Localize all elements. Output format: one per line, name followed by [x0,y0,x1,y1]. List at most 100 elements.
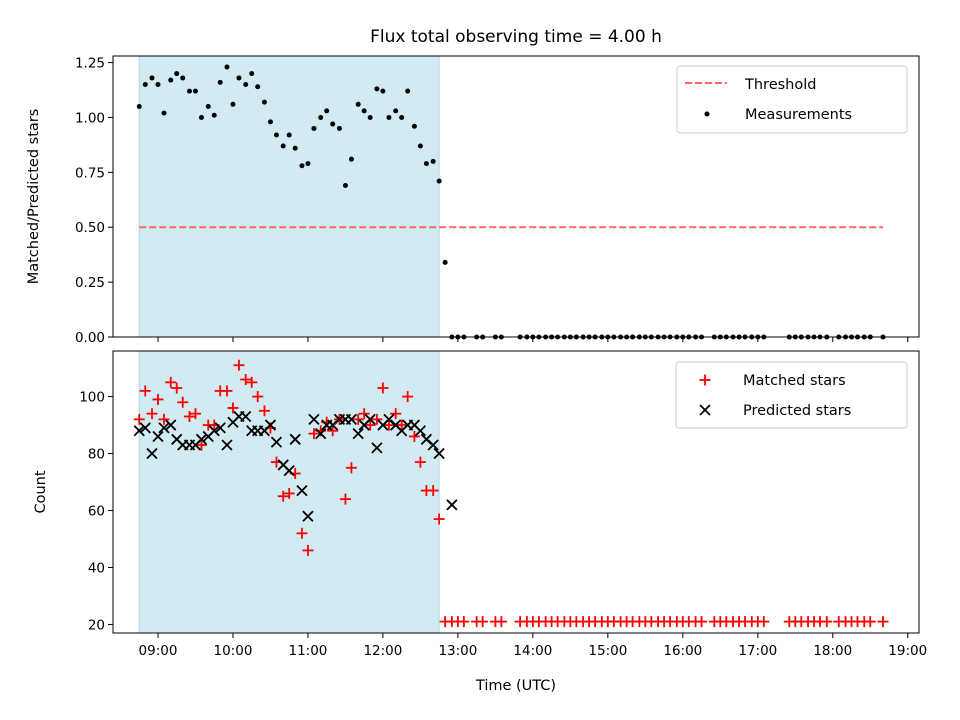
x-tick-label: 11:00 [288,643,327,659]
bottom-x-axis-ticks: 09:00 10:00 11:00 12:00 13:00 14:00 15:00 16:00… [139,633,927,659]
matched-star-point [146,408,158,420]
matched-star-point [877,616,889,628]
y-tick-label: 1.25 [75,56,105,72]
matched-star-point [758,616,770,628]
matched-star-point [240,373,252,385]
measurement-point [399,114,405,120]
measurement-point [361,108,367,114]
measurement-point [299,163,305,169]
measurement-point [423,161,429,167]
matched-star-point [277,490,289,502]
matched-star-point [390,408,402,420]
matched-star-point [477,616,489,628]
matched-star-point [427,485,439,497]
measurement-point [255,84,261,90]
predicted-star-point [195,433,208,445]
predicted-star-point [139,422,151,434]
matched-star-point [139,385,151,397]
top-observing-window-shade [138,55,440,338]
matched-stars-series [133,359,889,628]
x-tick-label: 15:00 [588,643,627,659]
measurement-point [367,114,373,120]
legend-measurements-swatch [704,111,710,117]
matched-star-point [408,430,420,442]
measurement-point [436,178,442,184]
measurement-point [230,101,236,107]
top-y-axis-label: Matched/Predicted stars [26,109,42,285]
matched-star-point [358,408,370,420]
predicted-star-point [364,413,376,426]
measurement-point [286,132,292,138]
matched-star-point [495,616,507,628]
x-tick-label: 12:00 [363,643,402,659]
matched-star-point [864,616,876,628]
x-tick-label: 19:00 [888,643,927,659]
predicted-star-point [214,422,226,434]
legend-measurements-label: Measurements [745,107,852,123]
measurement-point [180,75,186,81]
measurement-point [393,108,399,114]
predicted-star-point [371,442,383,454]
legend-threshold-label: Threshold [744,77,816,93]
measurement-point [273,132,279,138]
predicted-star-point [427,439,439,451]
measurement-point [136,103,142,109]
legend-x-marker [699,404,711,416]
measurement-point [324,108,330,114]
x-tick-label: 13:00 [438,643,477,659]
predicted-star-point [446,499,458,511]
matched-star-point [364,419,376,431]
matched-star-point [396,419,408,431]
y-tick-label: 20 [88,617,105,633]
measurement-point [217,79,223,85]
y-tick-label: 0.25 [75,275,105,291]
matched-star-point [158,413,170,425]
bottom-legend-box [675,361,908,429]
measurement-point [374,86,380,92]
matched-star-point [414,456,426,468]
matched-star-point [189,408,201,420]
predicted-star-point [264,419,277,431]
top-legend: Threshold Measurements [676,65,908,134]
matched-star-point [302,544,314,556]
measurement-point [198,114,204,120]
legend-predicted-label: Predicted stars [743,403,851,419]
matched-star-point [458,616,470,628]
measurement-point [168,77,174,83]
measurement-point [267,119,273,125]
measurement-point [311,125,317,131]
predicted-star-point [240,410,252,423]
y-tick-label: 80 [88,447,105,463]
matched-star-point [195,439,207,451]
predicted-stars-series [133,410,458,522]
measurement-point [155,82,161,88]
matched-star-point [383,419,395,431]
measurement-point [405,88,411,94]
measurement-point [142,82,148,88]
predicted-star-point [152,430,164,443]
measurement-point [261,99,267,105]
y-tick-label: 60 [88,504,105,520]
bottom-axes-frame [112,350,920,634]
matched-star-point [433,513,445,525]
measurement-point [149,75,155,81]
matched-star-point [233,359,245,371]
predicted-star-point [296,484,308,497]
measurement-point [249,71,255,77]
measurement-point [161,110,167,116]
measurement-point [430,158,436,164]
measurement-point [442,259,448,265]
predicted-star-point [146,447,158,460]
measurement-point [192,88,198,94]
measurement-point [336,125,342,131]
predicted-star-point [158,422,170,434]
x-tick-label: 17:00 [738,643,777,659]
matched-star-point [171,382,183,394]
predicted-star-point [133,425,145,437]
top-panel: Flux total observing time = 4.00 h 0.000… [26,27,920,346]
matched-star-point [183,411,195,423]
matched-star-point [227,402,239,414]
x-tick-label: 18:00 [813,643,852,659]
measurement-point [211,112,217,118]
